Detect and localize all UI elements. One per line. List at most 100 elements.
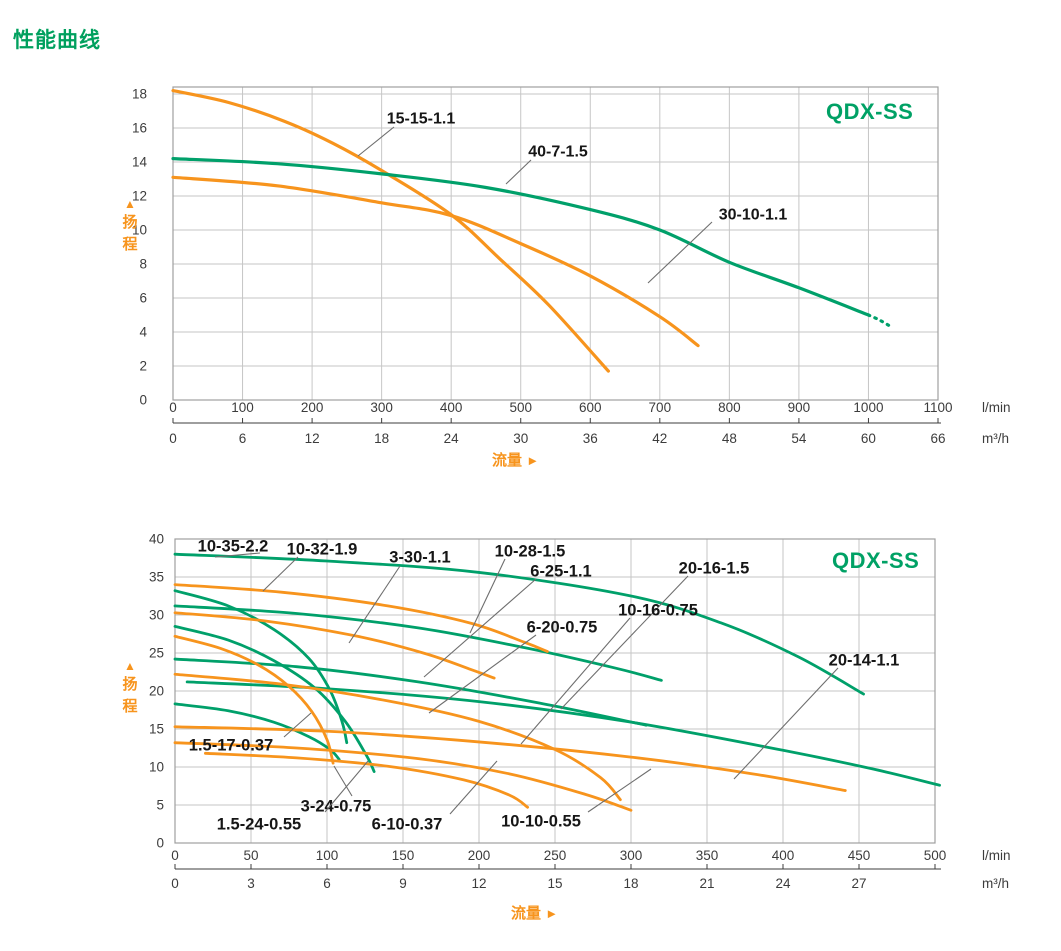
x-tick-700: 700 <box>649 400 672 415</box>
top-y-ticks: 0 2 4 6 8 10 12 14 16 18 <box>132 87 148 408</box>
x-tick-400: 400 <box>772 848 795 863</box>
x-tick-900: 900 <box>788 400 811 415</box>
performance-chart-bottom: 10-35-2.2 10-32-1.9 3-30-1.1 10-28-1.5 6-25-… <box>149 532 1011 892</box>
y-tick-4: 4 <box>139 325 147 340</box>
leader-line-3-30-1.1 <box>348 565 401 644</box>
y-tick-10: 10 <box>132 223 147 238</box>
y-tick-15: 15 <box>149 722 164 737</box>
curve-10-32-1.9 <box>173 583 549 653</box>
curve-label-15-15-1.1: 15-15-1.1 <box>387 111 456 128</box>
bottom-annotations: 10-35-2.2 10-32-1.9 3-30-1.1 10-28-1.5 6-25-… <box>189 538 900 834</box>
curve-10-35-2.2 <box>173 552 865 696</box>
up-arrow-icon: ▲ <box>124 659 136 673</box>
top-x-ticks-lmin: 0 100 200 300 400 500 600 700 800 900 1000 1100 l/mi… <box>169 400 1010 415</box>
x-tick-m3h-12: 12 <box>471 876 486 891</box>
x-unit-lmin: l/min <box>982 400 1011 415</box>
y-tick-16: 16 <box>132 121 147 136</box>
y-tick-12: 12 <box>132 189 147 204</box>
page-title: 性能曲线 <box>13 29 101 52</box>
y-tick-25: 25 <box>149 646 164 661</box>
curve-label-6-25-1.1: 6-25-1.1 <box>530 563 591 581</box>
x-tick-m3h-27: 27 <box>851 876 866 891</box>
curve-10-10-0.55 <box>173 741 633 812</box>
bottom-x-ticks-m3h: 0 3 6 9 12 15 18 21 24 27 m³/h <box>171 876 1009 891</box>
x-tick-250: 250 <box>544 848 567 863</box>
leader-line-20-16-1.5 <box>560 575 689 710</box>
leader-line-40-7-1.5 <box>505 159 532 185</box>
x-tick-m3h-9: 9 <box>399 876 407 891</box>
leader-line-6-20-0.75 <box>428 634 537 714</box>
x-tick-m3h-12: 12 <box>305 431 320 446</box>
y-axis-title-text: 扬程 <box>122 214 138 253</box>
x-tick-m3h-42: 42 <box>652 431 667 446</box>
x-tick-500: 500 <box>924 848 947 863</box>
x-axis-title-top: 流量 ► <box>492 449 539 470</box>
curve-10-28-1.5 <box>173 604 663 682</box>
y-axis-title-bottom: ▲ 扬程 <box>120 658 140 718</box>
y-tick-35: 35 <box>149 570 164 585</box>
curve-15-15-1.1 <box>171 89 610 373</box>
top-grid <box>173 87 938 400</box>
curve-label-1.5-24-0.55: 1.5-24-0.55 <box>217 816 301 834</box>
leader-line-1.5-24-0.55 <box>324 760 369 813</box>
x-tick-m3h-48: 48 <box>722 431 737 446</box>
leader-line-10-32-1.9 <box>262 556 299 592</box>
x-axis-title-text: 流量 <box>511 905 542 922</box>
leader-line-10-28-1.5 <box>469 558 506 634</box>
curve-label-10-10-0.55: 10-10-0.55 <box>501 813 581 831</box>
x-tick-350: 350 <box>696 848 719 863</box>
curve-3-30-1.1 <box>173 589 349 745</box>
x-tick-m3h-0: 0 <box>171 876 179 891</box>
y-tick-5: 5 <box>156 798 164 813</box>
x-axis-title-text: 流量 <box>492 452 523 469</box>
y-tick-20: 20 <box>149 684 164 699</box>
performance-chart-top: 15-15-1.140-7-1.530-10-1.10 100 200 300 400 5… <box>132 86 1011 446</box>
bottom-grid <box>175 539 935 843</box>
leader-line-10-10-0.55 <box>587 768 652 813</box>
x-tick-300: 300 <box>620 848 643 863</box>
top-x-ticks-m3h: 0 6 12 18 24 30 36 42 48 54 60 66 m³/h <box>169 431 1009 446</box>
top-curves <box>171 89 893 373</box>
x-unit-lmin: l/min <box>982 848 1011 863</box>
y-tick-0: 0 <box>139 393 147 408</box>
x-tick-m3h-66: 66 <box>930 431 945 446</box>
x-tick-300: 300 <box>370 400 393 415</box>
y-tick-6: 6 <box>139 291 147 306</box>
x-tick-500: 500 <box>509 400 532 415</box>
x-tick-m3h-54: 54 <box>791 431 807 446</box>
x-tick-m3h-36: 36 <box>583 431 598 446</box>
leader-line-20-14-1.1 <box>733 667 839 780</box>
x-unit-m3h: m³/h <box>982 431 1009 446</box>
x-tick-600: 600 <box>579 400 602 415</box>
x-tick-50: 50 <box>243 848 258 863</box>
right-arrow-icon: ► <box>545 906 559 921</box>
curve-40-7-1.5 <box>171 157 871 317</box>
curve-label-1.5-17-0.37: 1.5-17-0.37 <box>189 737 273 755</box>
x-axis-title-bottom: 流量 ► <box>511 902 558 923</box>
curve-6-10-0.37 <box>204 751 530 809</box>
x-tick-0: 0 <box>171 848 179 863</box>
leader-line-6-25-1.1 <box>423 578 537 678</box>
curve-label-10-32-1.9: 10-32-1.9 <box>287 541 358 559</box>
bottom-y-ticks: 0 5 10 15 20 25 30 35 40 <box>149 532 164 851</box>
leader-line-15-15-1.1 <box>357 126 395 157</box>
series-title-top: QDX-SS <box>826 99 914 124</box>
curve-label-6-20-0.75: 6-20-0.75 <box>527 619 598 637</box>
curve-6-20-0.75 <box>173 672 622 802</box>
x-tick-150: 150 <box>392 848 415 863</box>
series-title-bottom: QDX-SS <box>832 548 920 573</box>
curve-40-7-1.5-dotted-tail <box>866 313 893 329</box>
y-tick-30: 30 <box>149 608 164 623</box>
leader-line-3-24-0.75 <box>333 765 353 797</box>
curve-label-10-28-1.5: 10-28-1.5 <box>495 543 566 561</box>
curve-6-25-1.1 <box>173 611 496 680</box>
curve-20-14-1.1 <box>185 680 941 787</box>
y-tick-0: 0 <box>156 836 164 851</box>
x-tick-1100: 1100 <box>923 400 952 415</box>
curve-label-40-7-1.5: 40-7-1.5 <box>528 144 588 161</box>
x-tick-m3h-15: 15 <box>547 876 562 891</box>
x-tick-400: 400 <box>440 400 463 415</box>
x-tick-m3h-60: 60 <box>861 431 876 446</box>
curve-30-10-1.1 <box>171 175 700 348</box>
